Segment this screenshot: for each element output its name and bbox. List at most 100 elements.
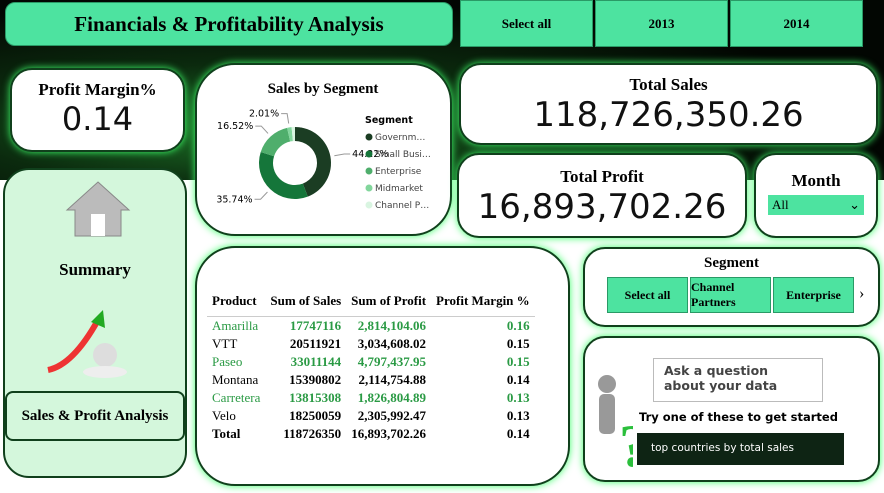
pie-slice (291, 127, 295, 142)
qna-card: ? Ask a question about your data Try one… (583, 336, 880, 482)
pie-slice (295, 127, 331, 197)
year-button[interactable]: 2013 (595, 0, 728, 47)
cell: 4,797,437.95 (357, 353, 427, 369)
next-arrow[interactable]: › (859, 285, 865, 302)
pie-slice (259, 151, 308, 199)
nav-link[interactable]: Summary (59, 260, 131, 279)
cell: 13815308 (289, 389, 342, 405)
data-label: 2.01% (249, 109, 279, 120)
qna-input[interactable]: Ask a question about your data (653, 358, 823, 402)
slicer-label: Segment (704, 255, 759, 271)
growth-icon (47, 310, 127, 378)
data-row: Montana 15390802 2,114,754.88 0.14 (207, 371, 535, 389)
legend-swatch (365, 184, 373, 192)
cell: Sum of Sales (270, 292, 342, 308)
home-icon[interactable] (63, 178, 133, 240)
cell: 2,814,104.06 (357, 317, 427, 333)
chart-title: Sales by Segment (268, 81, 379, 97)
cell: Sum of Profit (351, 292, 427, 308)
total-row: Total 118726350 16,893,702.26 0.14 (207, 425, 535, 443)
legend-label: Governm… (375, 133, 425, 143)
data-row: Carretera 13815308 1,826,804.89 0.13 (207, 389, 535, 407)
legend-swatch (365, 133, 373, 141)
cell: Profit Margin % (436, 292, 530, 308)
cell: 0.15 (506, 353, 530, 369)
title: Financials & Profitability Analysis (5, 2, 453, 46)
legend-swatch (365, 150, 373, 158)
cell: 0.14 (506, 425, 530, 441)
cell: 33011144 (290, 353, 342, 369)
cell: Amarilla (212, 317, 259, 333)
kpi-label: Profit Margin% (38, 80, 157, 99)
legend-swatch (365, 167, 373, 175)
data-row: Paseo 33011144 4,797,437.95 0.15 (207, 353, 535, 371)
legend-swatch (365, 201, 373, 209)
legend-label: Enterprise (375, 167, 422, 177)
qna-hint: Try one of these to get started (639, 410, 838, 424)
cell: 0.13 (506, 407, 530, 423)
cell: VTT (212, 335, 238, 351)
cell: 15390802 (289, 371, 342, 387)
year-button[interactable]: 2014 (730, 0, 863, 47)
cell: 0.14 (506, 371, 530, 387)
data-label: 16.52% (217, 121, 253, 132)
cell: 0.15 (506, 335, 530, 351)
leader-line (255, 125, 269, 134)
cell: 1,826,804.89 (357, 389, 427, 405)
data-row: VTT 20511921 3,034,608.02 0.15 (207, 335, 535, 353)
chart: Sales by Segment44.22%Governm…35.74%Smal… (216, 81, 431, 211)
cell: Velo (212, 407, 236, 423)
kpi-value: 0.14 (61, 100, 134, 138)
table-card: Product Sum of Sales Sum of Profit Profit M… (195, 246, 570, 486)
month-dropdown[interactable]: All ⌄ (768, 195, 864, 215)
leader-line (334, 153, 351, 157)
data-row: Amarilla 17747116 2,814,104.06 0.16 (207, 316, 535, 335)
cell: 118726350 (283, 425, 342, 441)
data-row: Velo 18250059 2,305,992.47 0.13 (207, 407, 535, 425)
cell: 0.16 (506, 317, 530, 333)
cell: Product (212, 292, 257, 308)
pie-slice (287, 127, 293, 142)
leader-line (254, 191, 268, 200)
qna-suggestion[interactable]: top countries by total sales (637, 433, 844, 465)
month-label: Month (791, 171, 841, 190)
chevron: ⌄ (849, 197, 860, 212)
month-card: Month All ⌄ (754, 153, 878, 238)
cell: 20511921 (289, 335, 342, 351)
data-label: 35.74% (216, 194, 252, 205)
cell: Total (212, 425, 241, 441)
slicer-option[interactable]: Channel Partners (690, 277, 771, 313)
header-row: Product Sum of Sales Sum of Profit Profit M… (207, 286, 535, 316)
kpi-card: Total Profit 16,893,702.26 (457, 153, 747, 238)
cell: 16,893,702.26 (351, 425, 427, 441)
cell: 18250059 (289, 407, 342, 423)
question-figure: ? (598, 375, 633, 474)
svg-text:?: ? (619, 413, 633, 474)
cell: 2,305,992.47 (357, 407, 427, 423)
slicer-option[interactable]: Select all (607, 277, 688, 313)
cell: 3,034,608.02 (357, 335, 427, 351)
table: Product Sum of Sales Sum of Profit Profit M… (207, 286, 535, 443)
legend-label: Midmarket (375, 184, 423, 194)
dropdown-value: All (772, 197, 789, 212)
leader-line (281, 113, 290, 124)
kpi-value: 118,726,350.26 (533, 95, 804, 135)
kpi-card: Total Sales 118,726,350.26 (459, 63, 878, 145)
cell: 17747116 (289, 317, 342, 333)
slicer-option[interactable]: Enterprise (773, 277, 854, 313)
pie-slice (260, 127, 291, 157)
nav-link[interactable]: Sales & Profit Analysis (5, 391, 185, 441)
segment-slicer: Segment Select all Channel Partners Ente… (583, 247, 880, 327)
cell: Montana (212, 371, 259, 387)
chart-card: Sales by Segment44.22%Governm…35.74%Smal… (195, 63, 452, 236)
kpi-value: 16,893,702.26 (477, 187, 727, 227)
kpi-label: Total Profit (560, 167, 644, 186)
cell: 0.13 (506, 389, 530, 405)
legend-label: Small Busi… (375, 150, 431, 160)
kpi-label: Total Sales (629, 75, 708, 94)
year-button[interactable]: Select all (460, 0, 593, 47)
cell: Paseo (212, 353, 243, 369)
legend-title: Segment (365, 115, 413, 126)
cell: Carretera (212, 389, 261, 405)
